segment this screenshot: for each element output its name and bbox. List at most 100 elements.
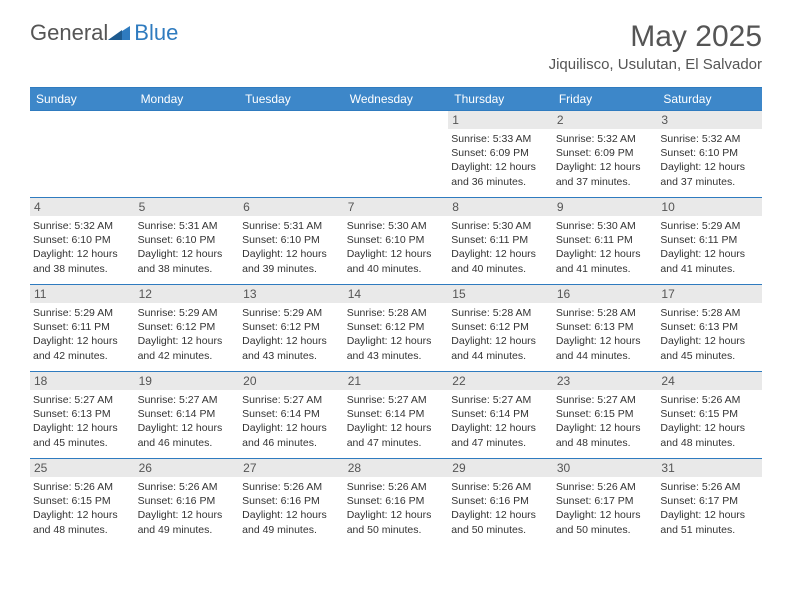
month-title: May 2025 <box>549 20 762 54</box>
sunset-line: Sunset: 6:12 PM <box>451 320 550 334</box>
sunset-line: Sunset: 6:09 PM <box>451 146 550 160</box>
day-cell: 19Sunrise: 5:27 AMSunset: 6:14 PMDayligh… <box>135 372 240 458</box>
daylight-line: Daylight: 12 hours and 50 minutes. <box>347 508 446 536</box>
daylight-line: Daylight: 12 hours and 51 minutes. <box>660 508 759 536</box>
daylight-line: Daylight: 12 hours and 49 minutes. <box>242 508 341 536</box>
day-number: 29 <box>448 459 553 477</box>
sunset-line: Sunset: 6:14 PM <box>451 407 550 421</box>
day-cell: 27Sunrise: 5:26 AMSunset: 6:16 PMDayligh… <box>239 459 344 545</box>
sunrise-line: Sunrise: 5:26 AM <box>138 480 237 494</box>
sunrise-line: Sunrise: 5:26 AM <box>660 480 759 494</box>
sunrise-line: Sunrise: 5:33 AM <box>451 132 550 146</box>
logo-text-blue: Blue <box>134 20 178 46</box>
daylight-line: Daylight: 12 hours and 38 minutes. <box>33 247 132 275</box>
day-number: 23 <box>553 372 658 390</box>
daylight-line: Daylight: 12 hours and 42 minutes. <box>33 334 132 362</box>
day-cell: 17Sunrise: 5:28 AMSunset: 6:13 PMDayligh… <box>657 285 762 371</box>
day-number: 9 <box>553 198 658 216</box>
sunrise-line: Sunrise: 5:28 AM <box>347 306 446 320</box>
sunset-line: Sunset: 6:14 PM <box>347 407 446 421</box>
day-number: 21 <box>344 372 449 390</box>
week-row: 25Sunrise: 5:26 AMSunset: 6:15 PMDayligh… <box>30 458 762 545</box>
daylight-line: Daylight: 12 hours and 43 minutes. <box>242 334 341 362</box>
daylight-line: Daylight: 12 hours and 38 minutes. <box>138 247 237 275</box>
day-number: 6 <box>239 198 344 216</box>
day-header-fri: Friday <box>553 88 658 110</box>
sunrise-line: Sunrise: 5:26 AM <box>556 480 655 494</box>
daylight-line: Daylight: 12 hours and 46 minutes. <box>138 421 237 449</box>
sunrise-line: Sunrise: 5:27 AM <box>242 393 341 407</box>
logo-triangle-icon <box>108 24 130 43</box>
day-number: 5 <box>135 198 240 216</box>
day-cell: . <box>239 111 344 197</box>
day-number: 16 <box>553 285 658 303</box>
day-header-tue: Tuesday <box>239 88 344 110</box>
daylight-line: Daylight: 12 hours and 48 minutes. <box>660 421 759 449</box>
day-number: 18 <box>30 372 135 390</box>
daylight-line: Daylight: 12 hours and 49 minutes. <box>138 508 237 536</box>
daylight-line: Daylight: 12 hours and 50 minutes. <box>556 508 655 536</box>
daylight-line: Daylight: 12 hours and 45 minutes. <box>660 334 759 362</box>
sunrise-line: Sunrise: 5:27 AM <box>451 393 550 407</box>
sunset-line: Sunset: 6:16 PM <box>347 494 446 508</box>
sunset-line: Sunset: 6:10 PM <box>33 233 132 247</box>
day-cell: 25Sunrise: 5:26 AMSunset: 6:15 PMDayligh… <box>30 459 135 545</box>
title-block: May 2025 Jiquilisco, Usulutan, El Salvad… <box>549 20 762 73</box>
day-header-sun: Sunday <box>30 88 135 110</box>
sunset-line: Sunset: 6:11 PM <box>660 233 759 247</box>
sunset-line: Sunset: 6:10 PM <box>660 146 759 160</box>
sunrise-line: Sunrise: 5:30 AM <box>451 219 550 233</box>
sunset-line: Sunset: 6:17 PM <box>660 494 759 508</box>
day-cell: 26Sunrise: 5:26 AMSunset: 6:16 PMDayligh… <box>135 459 240 545</box>
day-cell: 8 Sunrise: 5:30 AMSunset: 6:11 PMDaylight… <box>448 198 553 284</box>
day-cell: 30Sunrise: 5:26 AMSunset: 6:17 PMDayligh… <box>553 459 658 545</box>
week-row: 4Sunrise: 5:32 AMSunset: 6:10 PMDaylight… <box>30 197 762 284</box>
daylight-line: Daylight: 12 hours and 39 minutes. <box>242 247 341 275</box>
day-cell: 3Sunrise: 5:32 AMSunset: 6:10 PMDaylight… <box>657 111 762 197</box>
header: General Blue May 2025 Jiquilisco, Usulut… <box>0 0 792 81</box>
day-cell: . <box>344 111 449 197</box>
day-cell: . <box>135 111 240 197</box>
sunrise-line: Sunrise: 5:26 AM <box>242 480 341 494</box>
sunrise-line: Sunrise: 5:30 AM <box>347 219 446 233</box>
day-number: 13 <box>239 285 344 303</box>
day-cell: 6Sunrise: 5:31 AMSunset: 6:10 PMDaylight… <box>239 198 344 284</box>
day-number: 22 <box>448 372 553 390</box>
daylight-line: Daylight: 12 hours and 44 minutes. <box>451 334 550 362</box>
sunrise-line: Sunrise: 5:29 AM <box>660 219 759 233</box>
sunset-line: Sunset: 6:14 PM <box>138 407 237 421</box>
location-text: Jiquilisco, Usulutan, El Salvador <box>549 56 762 73</box>
daylight-line: Daylight: 12 hours and 40 minutes. <box>451 247 550 275</box>
day-number: 15 <box>448 285 553 303</box>
sunset-line: Sunset: 6:10 PM <box>242 233 341 247</box>
day-number: 27 <box>239 459 344 477</box>
sunrise-line: Sunrise: 5:27 AM <box>138 393 237 407</box>
week-row: 18Sunrise: 5:27 AMSunset: 6:13 PMDayligh… <box>30 371 762 458</box>
day-number: 8 <box>448 198 553 216</box>
day-number: 17 <box>657 285 762 303</box>
sunset-line: Sunset: 6:17 PM <box>556 494 655 508</box>
sunset-line: Sunset: 6:13 PM <box>33 407 132 421</box>
sunset-line: Sunset: 6:15 PM <box>660 407 759 421</box>
day-number: 24 <box>657 372 762 390</box>
day-number: 28 <box>344 459 449 477</box>
weeks-container: ....1Sunrise: 5:33 AMSunset: 6:09 PMDayl… <box>30 110 762 545</box>
sunrise-line: Sunrise: 5:27 AM <box>33 393 132 407</box>
day-header-sat: Saturday <box>657 88 762 110</box>
daylight-line: Daylight: 12 hours and 47 minutes. <box>347 421 446 449</box>
sunrise-line: Sunrise: 5:31 AM <box>138 219 237 233</box>
day-number: 7 <box>344 198 449 216</box>
sunrise-line: Sunrise: 5:26 AM <box>33 480 132 494</box>
day-number: 25 <box>30 459 135 477</box>
sunset-line: Sunset: 6:12 PM <box>347 320 446 334</box>
sunset-line: Sunset: 6:09 PM <box>556 146 655 160</box>
daylight-line: Daylight: 12 hours and 40 minutes. <box>347 247 446 275</box>
sunset-line: Sunset: 6:13 PM <box>556 320 655 334</box>
day-cell: 10Sunrise: 5:29 AMSunset: 6:11 PMDayligh… <box>657 198 762 284</box>
day-cell: 16Sunrise: 5:28 AMSunset: 6:13 PMDayligh… <box>553 285 658 371</box>
sunset-line: Sunset: 6:11 PM <box>451 233 550 247</box>
sunset-line: Sunset: 6:12 PM <box>138 320 237 334</box>
sunset-line: Sunset: 6:15 PM <box>556 407 655 421</box>
day-cell: 23Sunrise: 5:27 AMSunset: 6:15 PMDayligh… <box>553 372 658 458</box>
day-number: 20 <box>239 372 344 390</box>
